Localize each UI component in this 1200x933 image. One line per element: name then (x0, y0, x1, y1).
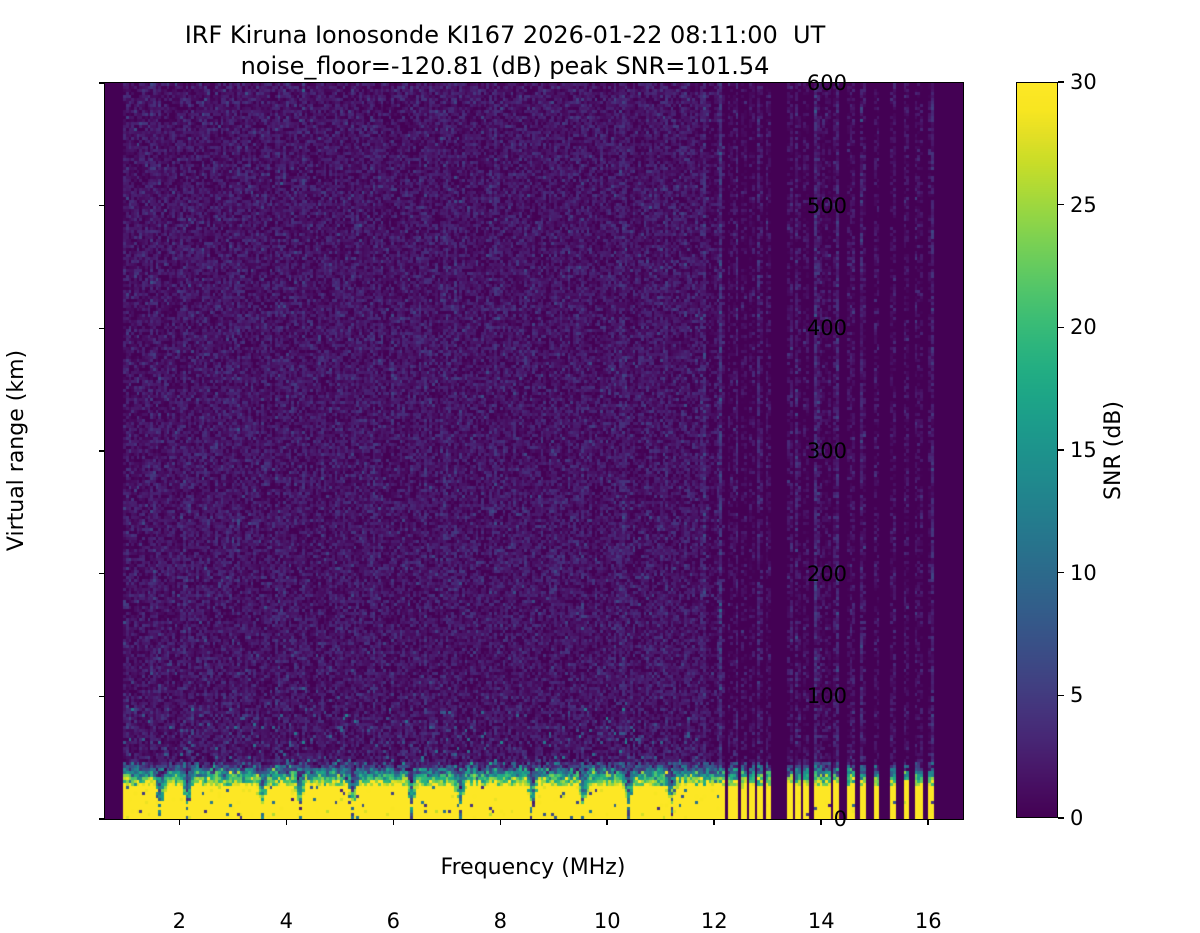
x-axis-label: Frequency (MHz) (440, 855, 626, 880)
title-line-1: IRF Kiruna Ionosonde KI167 2026-01-22 08… (184, 21, 826, 49)
colorbar-tick-mark (1058, 449, 1064, 451)
y-tick-label: 500 (806, 193, 847, 218)
colorbar-tick-label: 10 (1070, 560, 1097, 585)
colorbar-label-text: SNR (dB) (1100, 400, 1126, 500)
colorbar-tick-mark (1058, 694, 1064, 697)
title-line-2: noise_floor=-120.81 (dB) peak SNR=101.54 (240, 52, 770, 81)
colorbar-tick-label: 30 (1070, 70, 1097, 94)
y-tick-label: 0 (833, 807, 847, 831)
colorbar-label: SNR (dB) (1096, 82, 1130, 818)
x-tick-label: 4 (279, 909, 294, 933)
y-tick-mark (99, 82, 105, 84)
y-tick-mark (99, 204, 105, 207)
x-tick-label: 8 (493, 909, 507, 933)
colorbar-tick-mark (1058, 203, 1064, 206)
x-tick-label: 12 (700, 909, 728, 933)
y-tick-mark (99, 695, 105, 698)
colorbar-tick-mark (1058, 571, 1064, 574)
y-tick-label: 400 (806, 316, 847, 341)
y-tick-mark (99, 818, 105, 820)
colorbar-tick-label: 25 (1070, 192, 1097, 217)
x-tick-label: 14 (807, 909, 835, 933)
colorbar-tick-label: 0 (1070, 806, 1084, 830)
colorbar-tick-mark (1058, 817, 1064, 819)
figure-title: IRF Kiruna Ionosonde KI167 2026-01-22 08… (0, 20, 1010, 82)
y-tick-mark (99, 327, 105, 330)
x-tick-mark (820, 819, 823, 825)
x-tick-label: 6 (386, 909, 400, 933)
y-tick-mark (99, 450, 105, 452)
ionogram-heatmap (105, 83, 963, 819)
colorbar-tick-label: 5 (1070, 683, 1084, 708)
colorbar-tick-mark (1058, 81, 1064, 83)
y-tick-label: 600 (806, 71, 847, 95)
y-axis-label: Virtual range (km) (0, 82, 34, 818)
x-tick-mark (606, 819, 609, 825)
y-tick-label: 200 (806, 561, 847, 586)
x-tick-label: 16 (914, 909, 942, 933)
ionogram-figure: IRF Kiruna Ionosonde KI167 2026-01-22 08… (0, 20, 1130, 933)
y-axis-label-text: Virtual range (km) (4, 349, 30, 551)
colorbar-tick-label: 20 (1070, 315, 1097, 340)
y-tick-mark (99, 572, 105, 575)
x-tick-label: 10 (593, 909, 621, 933)
colorbar-gradient (1016, 82, 1058, 818)
plot-area: 0 100 200 300 400 500 600 2 4 6 8 10 12 14 16 (99, 71, 964, 933)
colorbar-tick-label: 15 (1070, 438, 1097, 462)
x-tick-mark (285, 819, 288, 825)
x-tick-mark (713, 819, 716, 825)
x-tick-mark (178, 819, 181, 825)
y-tick-label: 100 (806, 684, 847, 709)
x-tick-mark (392, 819, 395, 825)
x-tick-mark (927, 819, 930, 825)
x-tick-label: 2 (172, 909, 187, 933)
colorbar-tick-mark (1058, 326, 1064, 329)
x-tick-mark (499, 819, 502, 825)
y-tick-label: 300 (806, 439, 847, 463)
colorbar: 0 5 10 15 20 25 30 (1016, 70, 1097, 830)
